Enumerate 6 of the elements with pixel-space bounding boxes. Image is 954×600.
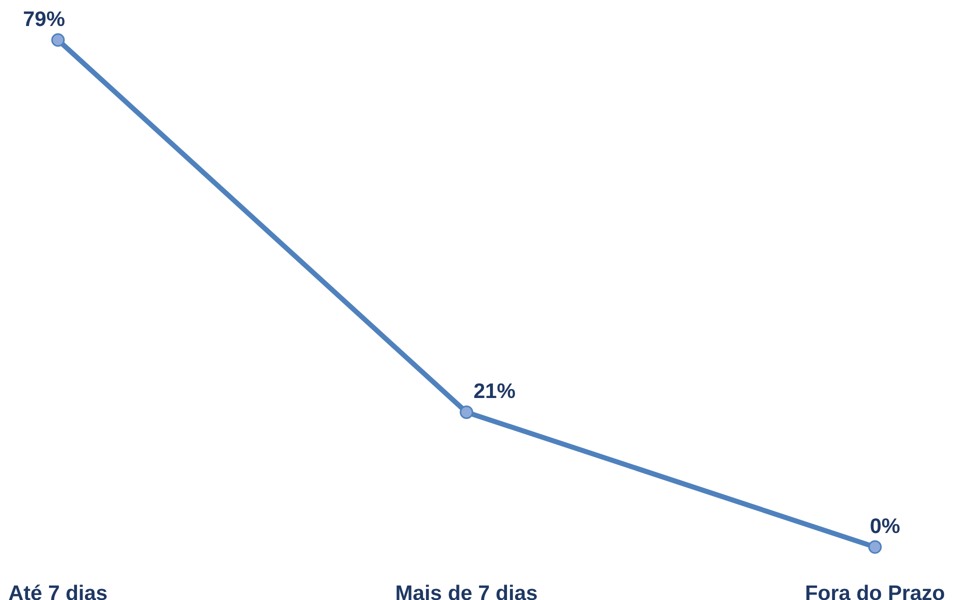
data-label: 0%: [870, 515, 900, 538]
x-tick-label: Até 7 dias: [8, 582, 108, 600]
x-tick-label: Mais de 7 dias: [395, 582, 538, 600]
data-label: 79%: [22, 8, 66, 31]
data-label: 21%: [473, 380, 516, 404]
x-tick-label: Fora do Prazo: [804, 582, 946, 600]
